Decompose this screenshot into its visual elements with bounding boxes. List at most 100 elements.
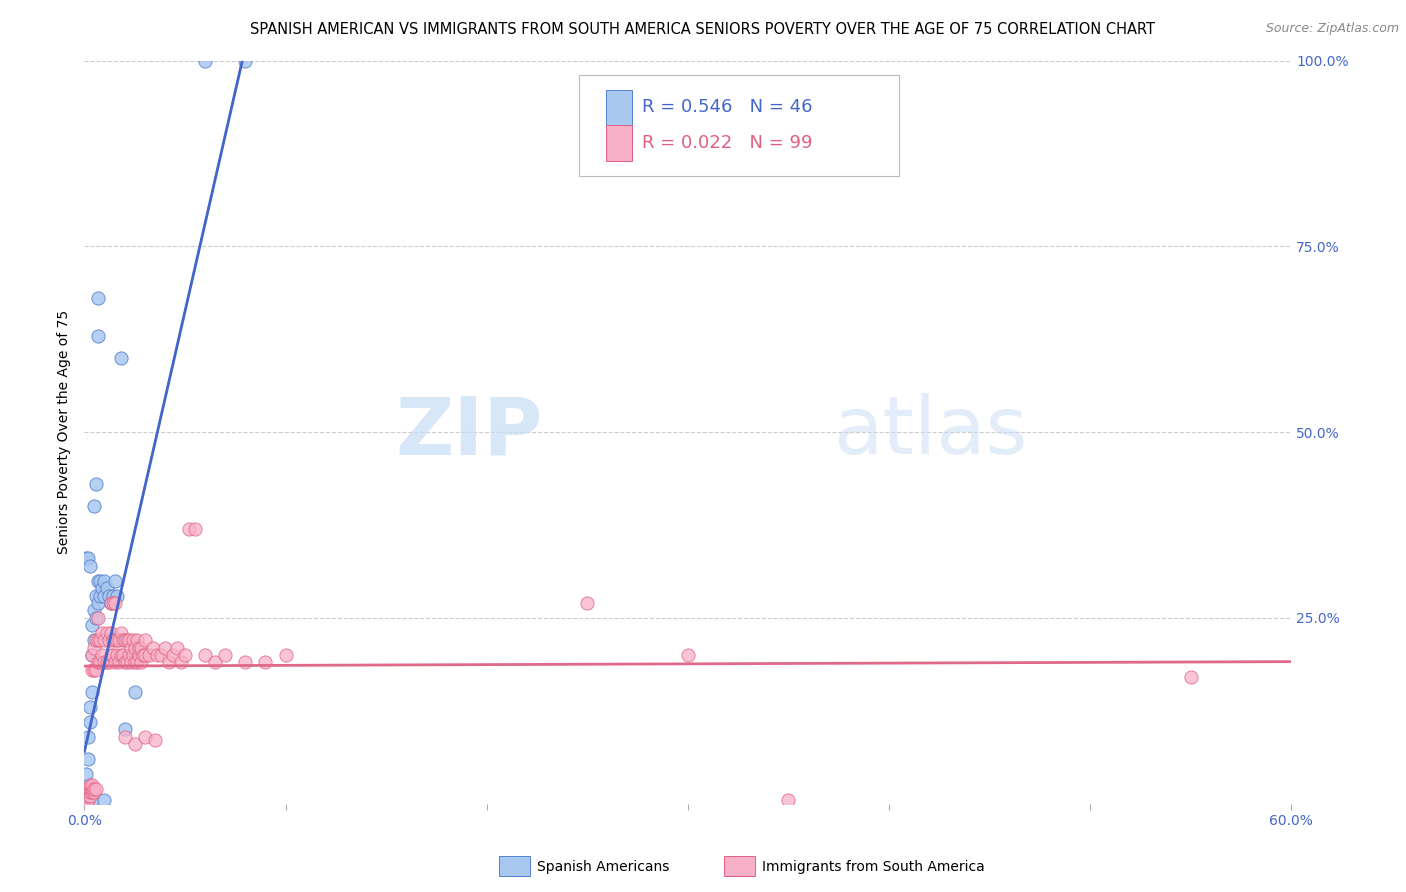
Point (91, 625, 114, 640)
Point (149, 648, 172, 662)
Point (100, 596, 122, 610)
Text: ZIP: ZIP (395, 393, 543, 471)
Point (134, 648, 156, 662)
Point (125, 633, 148, 648)
Point (132, 648, 155, 662)
Point (110, 351, 132, 365)
Point (100, 596, 122, 610)
Text: SPANISH AMERICAN VS IMMIGRANTS FROM SOUTH AMERICA SENIORS POVERTY OVER THE AGE O: SPANISH AMERICAN VS IMMIGRANTS FROM SOUT… (250, 22, 1156, 37)
Point (87, 574, 110, 588)
Point (124, 685, 146, 699)
Point (86, 611, 108, 625)
Point (254, 656, 277, 670)
Point (162, 648, 184, 662)
Point (93, 793, 115, 807)
Point (125, 656, 148, 670)
Point (111, 648, 134, 662)
Point (101, 596, 124, 610)
Point (91, 581, 114, 595)
Point (115, 633, 138, 648)
Point (79, 781, 101, 796)
Point (114, 723, 136, 737)
Point (77, 793, 100, 807)
Point (77, 789, 100, 803)
Point (129, 656, 152, 670)
Point (233, 656, 256, 670)
Point (79, 778, 101, 792)
Point (105, 633, 128, 648)
Point (83, 603, 105, 617)
Point (93, 656, 115, 670)
Point (100, 625, 122, 640)
Point (82, 785, 104, 799)
Point (110, 648, 132, 662)
Point (97, 656, 120, 670)
Point (79, 714, 101, 729)
Text: Immigrants from South America: Immigrants from South America (762, 860, 984, 874)
Point (110, 625, 132, 640)
Point (97, 633, 120, 648)
Point (134, 633, 156, 648)
Point (77, 781, 100, 796)
Point (83, 663, 105, 677)
Point (124, 640, 146, 655)
Point (87, 291, 110, 305)
Point (107, 656, 129, 670)
Point (120, 656, 142, 670)
Point (77, 752, 100, 766)
Point (128, 640, 150, 655)
Point (166, 640, 188, 655)
Point (86, 663, 108, 677)
Point (87, 596, 110, 610)
FancyBboxPatch shape (579, 76, 898, 176)
Point (101, 633, 124, 648)
Point (174, 648, 197, 662)
Point (82, 618, 104, 632)
Point (89, 589, 111, 603)
Point (83, 785, 105, 799)
Point (142, 640, 165, 655)
Point (79, 558, 101, 573)
Point (77, 785, 100, 799)
Point (204, 656, 226, 670)
Y-axis label: Seniors Poverty Over the Age of 75: Seniors Poverty Over the Age of 75 (58, 310, 72, 554)
Point (103, 596, 125, 610)
Point (82, 778, 104, 792)
Point (194, 54, 217, 68)
Point (129, 640, 152, 655)
Point (114, 633, 136, 648)
Point (170, 656, 193, 670)
Point (114, 730, 136, 744)
Point (778, 793, 800, 807)
Point (214, 648, 236, 662)
Point (676, 648, 699, 662)
Point (233, 54, 256, 68)
Point (75, 785, 97, 799)
Point (103, 633, 125, 648)
Point (87, 633, 110, 648)
Point (143, 733, 166, 747)
Point (79, 785, 101, 799)
Point (96, 625, 118, 640)
Bar (606, 89, 633, 125)
Point (82, 648, 104, 662)
Point (75, 793, 97, 807)
Point (157, 656, 180, 670)
Point (75, 793, 97, 807)
Point (79, 789, 101, 803)
Point (101, 648, 124, 662)
Point (77, 551, 100, 566)
Point (146, 648, 169, 662)
Point (101, 589, 124, 603)
Point (96, 581, 118, 595)
Point (82, 648, 104, 662)
Point (83, 781, 105, 796)
Point (103, 656, 125, 670)
Point (115, 656, 138, 670)
Point (105, 648, 128, 662)
Text: Source: ZipAtlas.com: Source: ZipAtlas.com (1265, 22, 1399, 36)
Bar (606, 125, 633, 161)
Point (87, 611, 110, 625)
Point (138, 648, 160, 662)
Point (194, 648, 217, 662)
